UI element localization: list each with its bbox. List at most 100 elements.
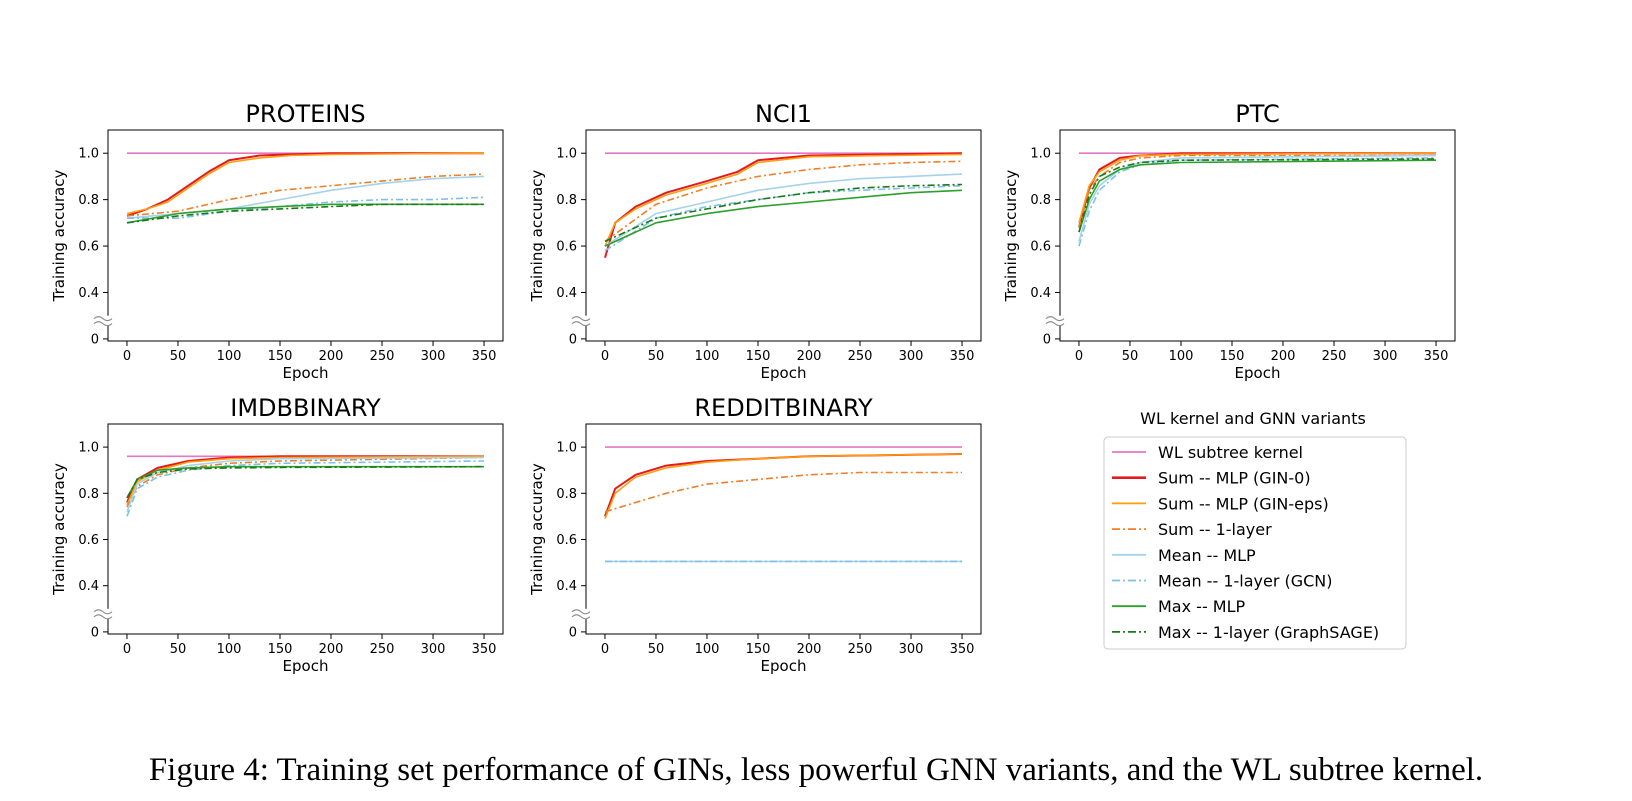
y-tick-label: 0: [569, 332, 577, 347]
series-line-sum-mlp-gin-0: [126, 152, 484, 217]
y-axis-break-icon: [1045, 315, 1065, 327]
x-tick-label: 100: [695, 349, 720, 364]
y-axis-label: Training accuracy: [50, 463, 68, 596]
legend-item-sum-1-layer: Sum -- 1-layer: [1112, 520, 1272, 539]
series-line-sum-mlp-gin-0: [604, 453, 963, 517]
legend-label: Mean -- 1-layer (GCN): [1158, 572, 1333, 591]
y-tick-label: 0.8: [556, 193, 577, 208]
x-tick-label: 200: [797, 642, 822, 657]
series-line-max-1-layer-graphsage: [1078, 158, 1437, 233]
y-axis-break-icon: [571, 608, 591, 620]
series-line-sum-mlp-gin-0: [604, 152, 963, 258]
series-line-mean-1-layer-gcn: [126, 460, 485, 517]
y-tick-label: 0.6: [78, 533, 99, 548]
x-tick-label: 200: [797, 349, 822, 364]
legend-item-max-1-layer-graphsage: Max -- 1-layer (GraphSAGE): [1112, 623, 1379, 642]
series-line-mean-1-layer-gcn: [1078, 157, 1437, 247]
chart-panel-nci1: NCI1 0 50 100 150 200 250 300 350 0 0.4 0.6 0.8 1.0 Ep…: [528, 100, 982, 382]
x-tick-label: 50: [1122, 349, 1139, 364]
x-tick-label: 150: [746, 349, 771, 364]
legend-item-sum-mlp-gin-eps: Sum -- MLP (GIN-eps): [1112, 494, 1329, 513]
y-tick-label: 0.4: [78, 286, 99, 301]
x-tick-label: 50: [170, 642, 187, 657]
plot-frame: [107, 129, 504, 342]
x-tick-label: 100: [217, 642, 242, 657]
legend-item-max-mlp: Max -- MLP: [1112, 597, 1246, 616]
series-line-mean-mlp: [126, 175, 485, 219]
plot-frame: [585, 423, 982, 635]
x-tick-label: 300: [899, 349, 924, 364]
y-tick-label: 1.0: [78, 147, 99, 162]
x-tick-label: 50: [648, 349, 665, 364]
x-tick-label: 350: [950, 349, 975, 364]
legend-item-mean-1-layer-gcn: Mean -- 1-layer (GCN): [1112, 572, 1333, 591]
series-line-max-mlp: [604, 189, 963, 247]
series-line-sum-1-layer: [1078, 154, 1436, 228]
legend-label: Max -- MLP: [1158, 597, 1246, 616]
x-tick-label: 100: [695, 642, 720, 657]
y-axis-break-icon: [571, 315, 591, 327]
legend-label: WL subtree kernel: [1158, 443, 1303, 462]
x-tick-label: 0: [601, 642, 609, 657]
legend-item-wl-subtree-kernel: WL subtree kernel: [1112, 443, 1303, 462]
series-line-mean-mlp: [126, 456, 485, 513]
panels: PROTEINS 0 50 100 150 200 250 300 350 0 0.4 0.6 0.8 1…: [50, 100, 1456, 675]
plot-frame: [585, 129, 982, 342]
series-line-sum-mlp-gin-eps: [126, 152, 485, 215]
y-axis-label: Training accuracy: [1002, 170, 1020, 303]
legend-item-sum-mlp-gin-0: Sum -- MLP (GIN-0): [1112, 469, 1311, 488]
x-tick-label: 200: [1271, 349, 1296, 364]
x-tick-label: 0: [123, 349, 131, 364]
x-tick-label: 300: [421, 349, 446, 364]
chart-panel-imdbbinary: IMDBBINARY 0 50 100 150 200 250 300 350 0 0.4 0.6 0.…: [50, 394, 504, 675]
y-tick-label: 1.0: [556, 441, 577, 456]
chart-panel-redditbinary: REDDITBINARY 0 50 100 150 200 250 300 350 0 0.4 0.6…: [528, 394, 982, 675]
x-tick-label: 200: [319, 349, 344, 364]
y-tick-label: 1.0: [556, 147, 577, 162]
y-tick-label: 0.6: [556, 240, 577, 255]
y-tick-label: 0: [569, 625, 577, 640]
y-axis-break-icon: [93, 315, 113, 327]
series-line-max-1-layer-graphsage: [604, 183, 963, 243]
series-line-sum-1-layer: [604, 160, 963, 243]
y-tick-label: 0.4: [78, 579, 99, 594]
legend-title: WL kernel and GNN variants: [1140, 409, 1366, 428]
series-line-max-1-layer-graphsage: [126, 465, 485, 499]
x-tick-label: 350: [950, 642, 975, 657]
y-axis-break-icon: [93, 608, 113, 620]
x-axis-label: Epoch: [283, 364, 329, 382]
x-tick-label: 150: [1220, 349, 1245, 364]
series-line-sum-mlp-gin-eps: [126, 455, 485, 506]
series-line-max-mlp: [1078, 159, 1437, 233]
y-tick-label: 0.4: [556, 579, 577, 594]
y-tick-label: 0: [1043, 332, 1051, 347]
x-tick-label: 300: [1373, 349, 1398, 364]
x-tick-label: 300: [899, 642, 924, 657]
legend-label: Sum -- MLP (GIN-0): [1158, 469, 1311, 488]
legend-label: Sum -- 1-layer: [1158, 520, 1272, 539]
series-line-mean-1-layer-gcn: [127, 196, 485, 219]
legend-box: [1103, 436, 1407, 650]
chart-title: PROTEINS: [245, 100, 365, 128]
y-tick-label: 0.8: [78, 487, 99, 502]
legend: WL kernel and GNN variants WL subtree ker…: [1103, 409, 1407, 650]
legend-item-mean-mlp: Mean -- MLP: [1112, 546, 1256, 565]
x-tick-label: 0: [1075, 349, 1083, 364]
series-line-sum-mlp-gin-eps: [604, 453, 963, 519]
y-tick-label: 0.6: [556, 533, 577, 548]
x-tick-label: 250: [848, 349, 873, 364]
y-axis-label: Training accuracy: [528, 463, 546, 596]
series-line-max-1-layer-graphsage: [126, 203, 484, 224]
x-tick-label: 350: [1424, 349, 1449, 364]
x-axis-label: Epoch: [761, 657, 807, 675]
series-line-mean-mlp: [1078, 154, 1437, 242]
legend-label: Mean -- MLP: [1158, 546, 1256, 565]
y-tick-label: 0.6: [1030, 240, 1051, 255]
y-axis-label: Training accuracy: [528, 170, 546, 303]
y-axis-label: Training accuracy: [50, 170, 68, 303]
series-line-sum-1-layer: [126, 456, 485, 508]
series-line-sum-1-layer: [126, 173, 485, 217]
chart-title: IMDBBINARY: [230, 394, 381, 422]
x-tick-label: 50: [170, 349, 187, 364]
y-tick-label: 1.0: [78, 441, 99, 456]
